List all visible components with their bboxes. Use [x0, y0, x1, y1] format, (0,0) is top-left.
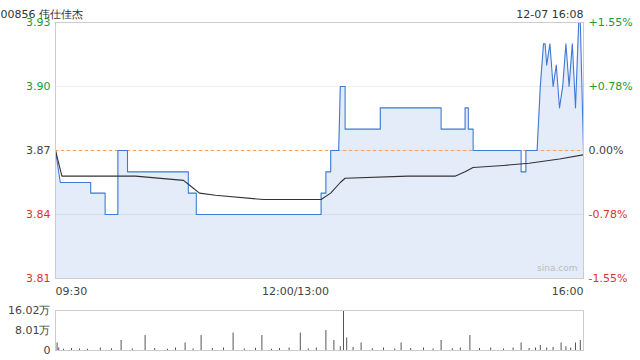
svg-text:+1.55%: +1.55% [589, 16, 633, 29]
svg-text:3.87: 3.87 [26, 144, 51, 157]
svg-text:12-07 16:08: 12-07 16:08 [516, 8, 583, 21]
svg-text:3.90: 3.90 [26, 80, 51, 93]
svg-text:0.00%: 0.00% [589, 144, 624, 157]
svg-text:09:30: 09:30 [56, 285, 88, 298]
svg-text:-1.55%: -1.55% [589, 272, 628, 285]
svg-text:-0.78%: -0.78% [589, 208, 628, 221]
svg-text:3.84: 3.84 [26, 208, 51, 221]
svg-text:+0.78%: +0.78% [589, 80, 633, 93]
svg-text:3.81: 3.81 [26, 272, 51, 285]
svg-text:8.01万: 8.01万 [15, 324, 51, 337]
svg-text:12:00/13:00: 12:00/13:00 [262, 285, 329, 298]
svg-text:16:00: 16:00 [552, 285, 584, 298]
svg-text:16.02万: 16.02万 [8, 304, 51, 317]
svg-text:3.93: 3.93 [26, 16, 51, 29]
svg-text:0: 0 [44, 344, 51, 357]
svg-text:00856 伟仕佳杰: 00856 伟仕佳杰 [1, 8, 84, 21]
svg-text:sina.com: sina.com [537, 263, 578, 273]
